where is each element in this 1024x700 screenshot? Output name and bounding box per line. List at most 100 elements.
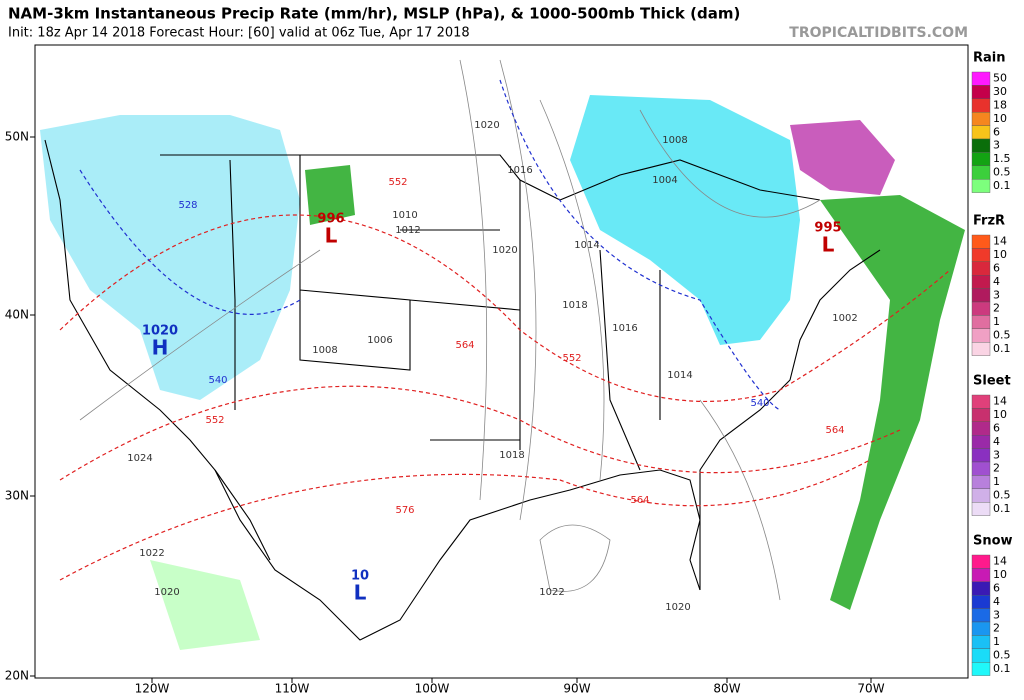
legend-swatch (971, 421, 991, 436)
legend-swatch (971, 275, 991, 289)
legend-level: 6 (993, 262, 1000, 275)
thickness-label: 564 (825, 425, 844, 436)
legend-swatch (971, 408, 991, 422)
legend-swatch (971, 165, 991, 180)
legend-swatch (971, 621, 991, 636)
isobar-label: 1020 (474, 120, 499, 131)
legend-level: 1 (993, 315, 1000, 328)
legend-swatch (971, 71, 991, 86)
thickness-label: 576 (395, 505, 414, 516)
lat-label: 40N (5, 308, 29, 322)
isobar-label: 1008 (662, 135, 687, 146)
legend-swatch (971, 595, 991, 609)
watermark: TROPICALTIDBITS.COM (789, 25, 968, 41)
legend-swatch (971, 648, 991, 663)
legend-swatch (971, 111, 991, 126)
legend-swatch (971, 248, 991, 262)
isobar-label: 1024 (127, 453, 152, 464)
legend-level: 3 (993, 288, 1000, 301)
legend-level: 2 (993, 462, 1000, 475)
legend-level: 6 (993, 125, 1000, 138)
legend-level: 0.5 (993, 166, 1011, 179)
thickness (59, 79, 951, 581)
legend-level: 0.1 (993, 502, 1011, 515)
legend-swatch (971, 125, 991, 140)
legend-swatch (971, 568, 991, 583)
thickness-label: 528 (178, 200, 197, 211)
legend-level: 10 (993, 248, 1007, 261)
thickness-label: 552 (388, 177, 407, 188)
isobar-label: 1018 (499, 450, 524, 461)
title: NAM-3km Instantaneous Precip Rate (mm/hr… (8, 5, 740, 23)
thickness-label: 552 (562, 353, 581, 364)
thickness-label: 540 (208, 375, 227, 386)
isobar-label: 1004 (652, 175, 677, 186)
lat-label: 50N (5, 130, 29, 144)
isobar-label: 1006 (367, 335, 392, 346)
lon-label: 110W (275, 682, 310, 696)
legend-level: 18 (993, 99, 1007, 112)
legend-swatch (971, 85, 991, 100)
center-pressure: 10 (351, 569, 369, 584)
isobar-label: 1020 (665, 602, 690, 613)
legend-level: 0.1 (993, 342, 1011, 355)
legend-level: 3 (993, 448, 1000, 461)
isobar-label: 1016 (612, 323, 637, 334)
legend-title: Sleet (973, 374, 1011, 389)
lon-label: 100W (415, 682, 450, 696)
center-symbol: L (822, 233, 835, 257)
center-symbol: L (325, 224, 338, 248)
legend-title: Rain (973, 51, 1006, 66)
lon-label: 120W (135, 682, 170, 696)
legend-swatch (971, 662, 991, 676)
legend-swatch (971, 502, 991, 516)
thickness-label: 552 (205, 415, 224, 426)
lon-label: 80W (713, 682, 740, 696)
legend-level: 0.1 (993, 662, 1011, 675)
legend-swatch (971, 315, 991, 329)
isobar-label: 1018 (562, 300, 587, 311)
center-pressure: 995 (814, 221, 841, 236)
legend-level: 10 (993, 112, 1007, 125)
thickness-label: 564 (630, 495, 649, 506)
isobar-label: 1020 (154, 587, 179, 598)
lon-label: 70W (857, 682, 884, 696)
legend-title: Snow (973, 534, 1013, 549)
isobar-label: 1016 (507, 165, 532, 176)
legend-swatch (971, 234, 991, 249)
legend-swatch (971, 301, 991, 316)
legend-level: 14 (993, 555, 1007, 568)
legend-level: 6 (993, 582, 1000, 595)
legend-level: 2 (993, 622, 1000, 635)
lat-label: 30N (5, 489, 29, 503)
legend-level: 1.5 (993, 152, 1011, 165)
coastline (44, 139, 881, 641)
isobar-label: 1022 (139, 548, 164, 559)
isobar-label: 1020 (492, 245, 517, 256)
legend-level: 0.5 (993, 649, 1011, 662)
legend-swatch (971, 328, 991, 343)
legend-swatch (971, 138, 991, 153)
legend-level: 2 (993, 302, 1000, 315)
isobar-label: 1012 (395, 225, 420, 236)
isobar-label: 1010 (392, 210, 417, 221)
legend-level: 30 (993, 85, 1007, 98)
legend-level: 4 (993, 275, 1000, 288)
legend-level: 10 (993, 408, 1007, 421)
legend-swatch (971, 488, 991, 503)
legend-swatch (971, 98, 991, 113)
center-symbol: H (152, 336, 169, 360)
legend-swatch (971, 635, 991, 650)
legend-level: 6 (993, 422, 1000, 435)
subtitle: Init: 18z Apr 14 2018 Forecast Hour: [60… (8, 26, 470, 41)
legend-swatch (971, 394, 991, 409)
isobar-label: 1008 (312, 345, 337, 356)
legend-swatch (971, 342, 991, 356)
thickness-label: 564 (455, 340, 474, 351)
legend-level: 3 (993, 608, 1000, 621)
center-symbol: L (354, 581, 367, 605)
isobar-label: 1014 (574, 240, 599, 251)
legend-swatch (971, 448, 991, 463)
legend-swatch (971, 461, 991, 476)
